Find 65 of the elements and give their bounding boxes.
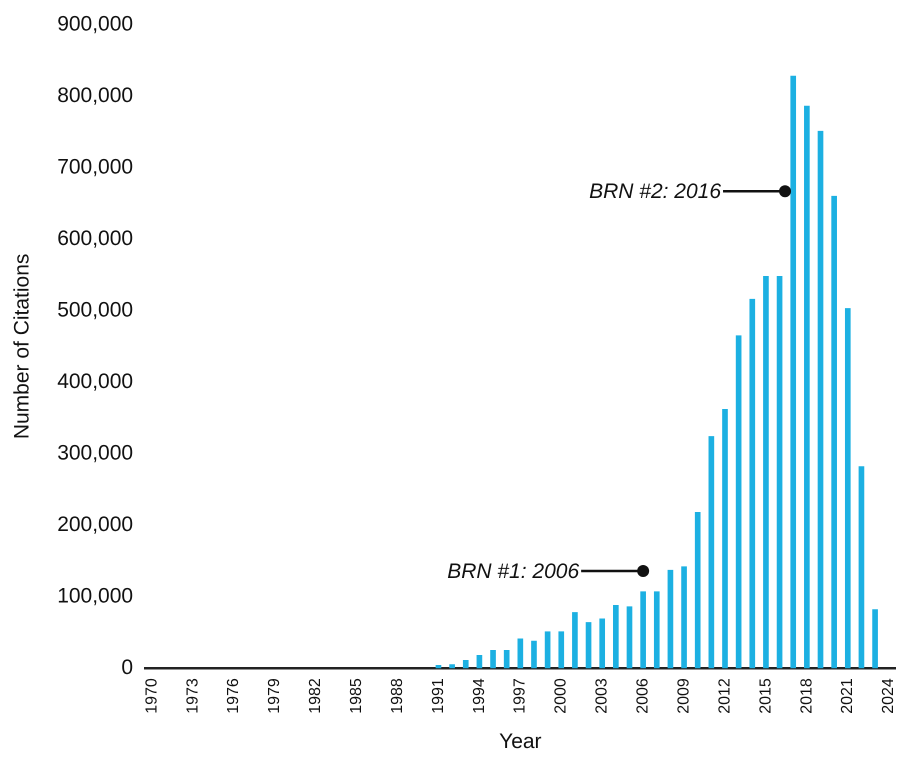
x-tick-label: 2018 <box>798 678 816 714</box>
x-tick-label: 1973 <box>184 678 202 714</box>
x-tick-label: 2015 <box>757 678 774 714</box>
bar <box>640 591 646 668</box>
bar <box>790 76 796 668</box>
bar <box>763 276 769 668</box>
bar <box>586 622 592 668</box>
bar <box>544 631 550 668</box>
x-tick-label: 2000 <box>552 678 570 714</box>
bar <box>722 409 728 668</box>
bar <box>858 466 864 668</box>
bar <box>531 640 537 668</box>
bar <box>504 650 510 668</box>
x-axis-title: Year <box>499 730 542 754</box>
bar <box>668 570 674 668</box>
bar <box>818 130 824 668</box>
y-tick-label: 100,000 <box>57 584 134 608</box>
bar <box>518 638 524 668</box>
x-tick-label: 1979 <box>266 678 284 714</box>
x-tick-label: 1985 <box>348 678 366 714</box>
y-tick-label: 300,000 <box>57 441 134 464</box>
x-tick-label: 1982 <box>307 678 324 714</box>
x-tick-label: 2012 <box>716 678 734 714</box>
x-tick-label: 2009 <box>675 678 692 714</box>
bar <box>558 631 564 668</box>
x-tick-label: 1988 <box>388 678 406 714</box>
y-tick-label: 500,000 <box>57 298 134 322</box>
bar <box>844 308 851 668</box>
x-tick-label: 2006 <box>634 678 652 714</box>
x-tick-label: 1970 <box>143 678 160 714</box>
x-tick-label: 2003 <box>594 678 611 714</box>
x-tick-label: 1997 <box>512 678 529 714</box>
bar <box>831 196 837 668</box>
bar <box>804 106 810 668</box>
annotation: BRN #1: 2006 <box>447 560 580 583</box>
bar <box>599 618 606 668</box>
y-axis-title: Number of Citations <box>10 254 34 440</box>
bar <box>694 512 701 668</box>
annotation: BRN #2: 2016 <box>589 180 722 204</box>
bar <box>681 566 687 668</box>
bar <box>626 606 632 668</box>
bar <box>708 436 714 668</box>
x-tick-label: 1994 <box>470 678 488 714</box>
bar <box>572 612 578 668</box>
y-tick-label: 900,000 <box>57 12 134 36</box>
bar <box>776 276 782 668</box>
bar <box>613 604 619 668</box>
y-tick-label: 400,000 <box>57 370 134 393</box>
bar <box>736 335 742 668</box>
bar <box>749 298 756 668</box>
y-tick-label: 700,000 <box>57 155 134 178</box>
x-tick-label: 2024 <box>880 678 898 714</box>
x-tick-label: 1991 <box>430 678 447 714</box>
y-tick-label: 0 <box>121 656 134 680</box>
bar <box>462 660 469 668</box>
bar <box>436 665 442 668</box>
y-tick-label: 600,000 <box>57 226 134 250</box>
y-tick-label: 200,000 <box>57 512 134 536</box>
bar <box>476 655 482 668</box>
bar <box>490 650 496 668</box>
x-tick-label: 2021 <box>839 678 856 714</box>
bar <box>872 609 878 668</box>
y-tick-label: 800,000 <box>57 84 134 107</box>
bar <box>654 591 660 668</box>
x-tick-label: 1976 <box>225 678 242 714</box>
